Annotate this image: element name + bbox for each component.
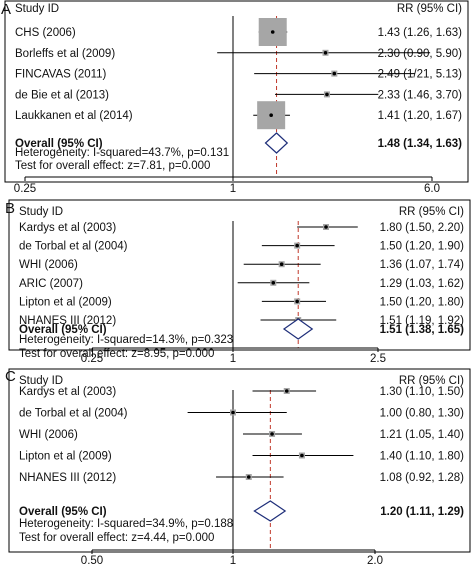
- study-rr-ci: 1.50 (1.20, 1.80): [380, 296, 465, 308]
- study-name: WHI (2006): [19, 259, 78, 271]
- overall-label: Overall (95% CI): [19, 324, 107, 336]
- overall-rr-ci: 1.48 (1.34, 1.63): [378, 138, 463, 150]
- study-name: Laukkanen et al (2014): [15, 110, 133, 122]
- study-rr-ci: 2.33 (1.46, 3.70): [378, 89, 463, 101]
- overall-label: Overall (95% CI): [15, 138, 103, 150]
- study-point: [332, 71, 337, 76]
- panel-label: C: [5, 368, 16, 385]
- heterogeneity-text: Heterogeneity: I-squared=43.7%, p=0.131: [15, 147, 229, 159]
- study-name: CHS (2006): [15, 27, 76, 39]
- study-name: FINCAVAS (2011): [15, 69, 107, 81]
- study-name: Borleffs et al (2009): [15, 48, 115, 60]
- forest-panel-a: A Study ID RR (95% CI) CHS (2006) 1.43 (1.26…: [1, 0, 469, 195]
- test-overall-effect: Test for overall effect: z=8.95, p=0.000: [19, 348, 214, 360]
- x-tick-label: 2.0: [367, 555, 383, 567]
- x-tick-label: 0.25: [81, 353, 103, 365]
- study-point: [325, 92, 329, 97]
- panel-frame: [8, 199, 471, 351]
- study-rr-ci: 2.49 (1/21, 5.13): [378, 69, 463, 81]
- x-tick-label: 0.50: [81, 555, 103, 567]
- study-rr-ci: 1.08 (0.92, 1.28): [380, 472, 465, 484]
- study-point: [279, 262, 284, 267]
- study-point: [324, 225, 328, 229]
- study-name: de Bie et al (2013): [15, 89, 109, 101]
- study-name: ARIC (2007): [19, 278, 83, 290]
- forest-panel-b: B Study ID RR (95% CI) Kardys et al (2003) 1…: [5, 199, 471, 365]
- study-name: Kardys et al (2003): [19, 222, 116, 234]
- study-name: Kardys et al (2003): [19, 386, 116, 398]
- study-point: [323, 51, 328, 55]
- x-tick-label: 1: [230, 353, 236, 365]
- x-tick-label: 1: [230, 183, 236, 195]
- panel-frame: [4, 0, 469, 183]
- study-rr-ci: 2.30 (0.90, 5.90): [378, 48, 463, 60]
- study-point: [300, 453, 304, 458]
- forest-panel-c: C Study ID RR (95% CI) Kardys et al (2003) 1…: [5, 368, 471, 567]
- study-rr-ci: 1.21 (1.05, 1.40): [380, 429, 465, 441]
- x-tick-label: 1: [230, 555, 236, 567]
- study-name: Lipton et al (2009): [19, 451, 112, 463]
- overall-label: Overall (95% CI): [19, 506, 107, 518]
- study-name: WHI (2006): [19, 429, 78, 441]
- study-rr-ci: 1.36 (1.07, 1.74): [380, 259, 465, 271]
- header-study-id: Study ID: [19, 206, 63, 218]
- study-point: [269, 113, 273, 117]
- header-rr-ci: RR (95% CI): [399, 206, 464, 218]
- study-point: [231, 410, 235, 415]
- study-point: [295, 243, 299, 248]
- header-rr-ci: RR (95% CI): [399, 375, 464, 387]
- overall-diamond: [282, 318, 314, 340]
- study-rr-ci: 1.30 (1.10, 1.50): [380, 386, 465, 398]
- x-tick-label: 2.5: [370, 353, 386, 365]
- study-rr-ci: 1.51 (1.19, 1.92): [380, 315, 465, 327]
- study-point: [246, 475, 251, 479]
- study-rr-ci: 1.43 (1.26, 1.63): [378, 27, 463, 39]
- panel-frame: [8, 368, 471, 553]
- study-rr-ci: 1.29 (1.03, 1.62): [380, 278, 465, 290]
- heterogeneity-text: Heterogeneity: I-squared=14.3%, p=0.323: [19, 334, 233, 346]
- study-name: de Torbal et al (2004): [19, 408, 128, 420]
- header-study-id: Study ID: [19, 375, 63, 387]
- header-study-id: Study ID: [15, 3, 59, 15]
- study-rr-ci: 1.41 (1.20, 1.67): [378, 110, 463, 122]
- study-rr-ci: 1.50 (1.20, 1.90): [380, 241, 465, 253]
- study-name: de Torbal et al (2004): [19, 241, 128, 253]
- study-name: NHANES III (2012): [19, 472, 116, 484]
- header-rr-ci: RR (95% CI): [397, 3, 462, 15]
- study-name: Lipton et al (2009): [19, 296, 112, 308]
- study-name: NHANES III (2012): [19, 315, 116, 327]
- overall-diamond: [253, 500, 287, 522]
- overall-diamond: [264, 132, 289, 154]
- study-rr-ci: 1.40 (1.10, 1.80): [380, 451, 465, 463]
- panel-label: B: [5, 200, 15, 217]
- overall-rr-ci: 1.20 (1.11, 1.29): [380, 506, 464, 518]
- study-point: [271, 281, 276, 285]
- x-tick-label: 0.25: [14, 183, 36, 195]
- overall-rr-ci: 1.51 (1.38, 1.65): [380, 324, 465, 336]
- test-overall-effect: Test for overall effect: z=7.81, p=0.000: [15, 160, 210, 172]
- heterogeneity-text: Heterogeneity: I-squared=34.9%, p=0.188: [19, 518, 233, 530]
- study-rr-ci: 1.80 (1.50, 2.20): [380, 222, 465, 234]
- study-point: [270, 432, 274, 436]
- panel-label: A: [1, 1, 11, 18]
- study-point: [270, 30, 275, 34]
- study-point: [284, 389, 289, 393]
- study-point: [295, 299, 299, 304]
- x-tick-label: 6.0: [424, 183, 440, 195]
- study-rr-ci: 1.00 (0.80, 1.30): [380, 408, 465, 420]
- test-overall-effect: Test for overall effect: z=4.44, p=0.000: [19, 532, 214, 544]
